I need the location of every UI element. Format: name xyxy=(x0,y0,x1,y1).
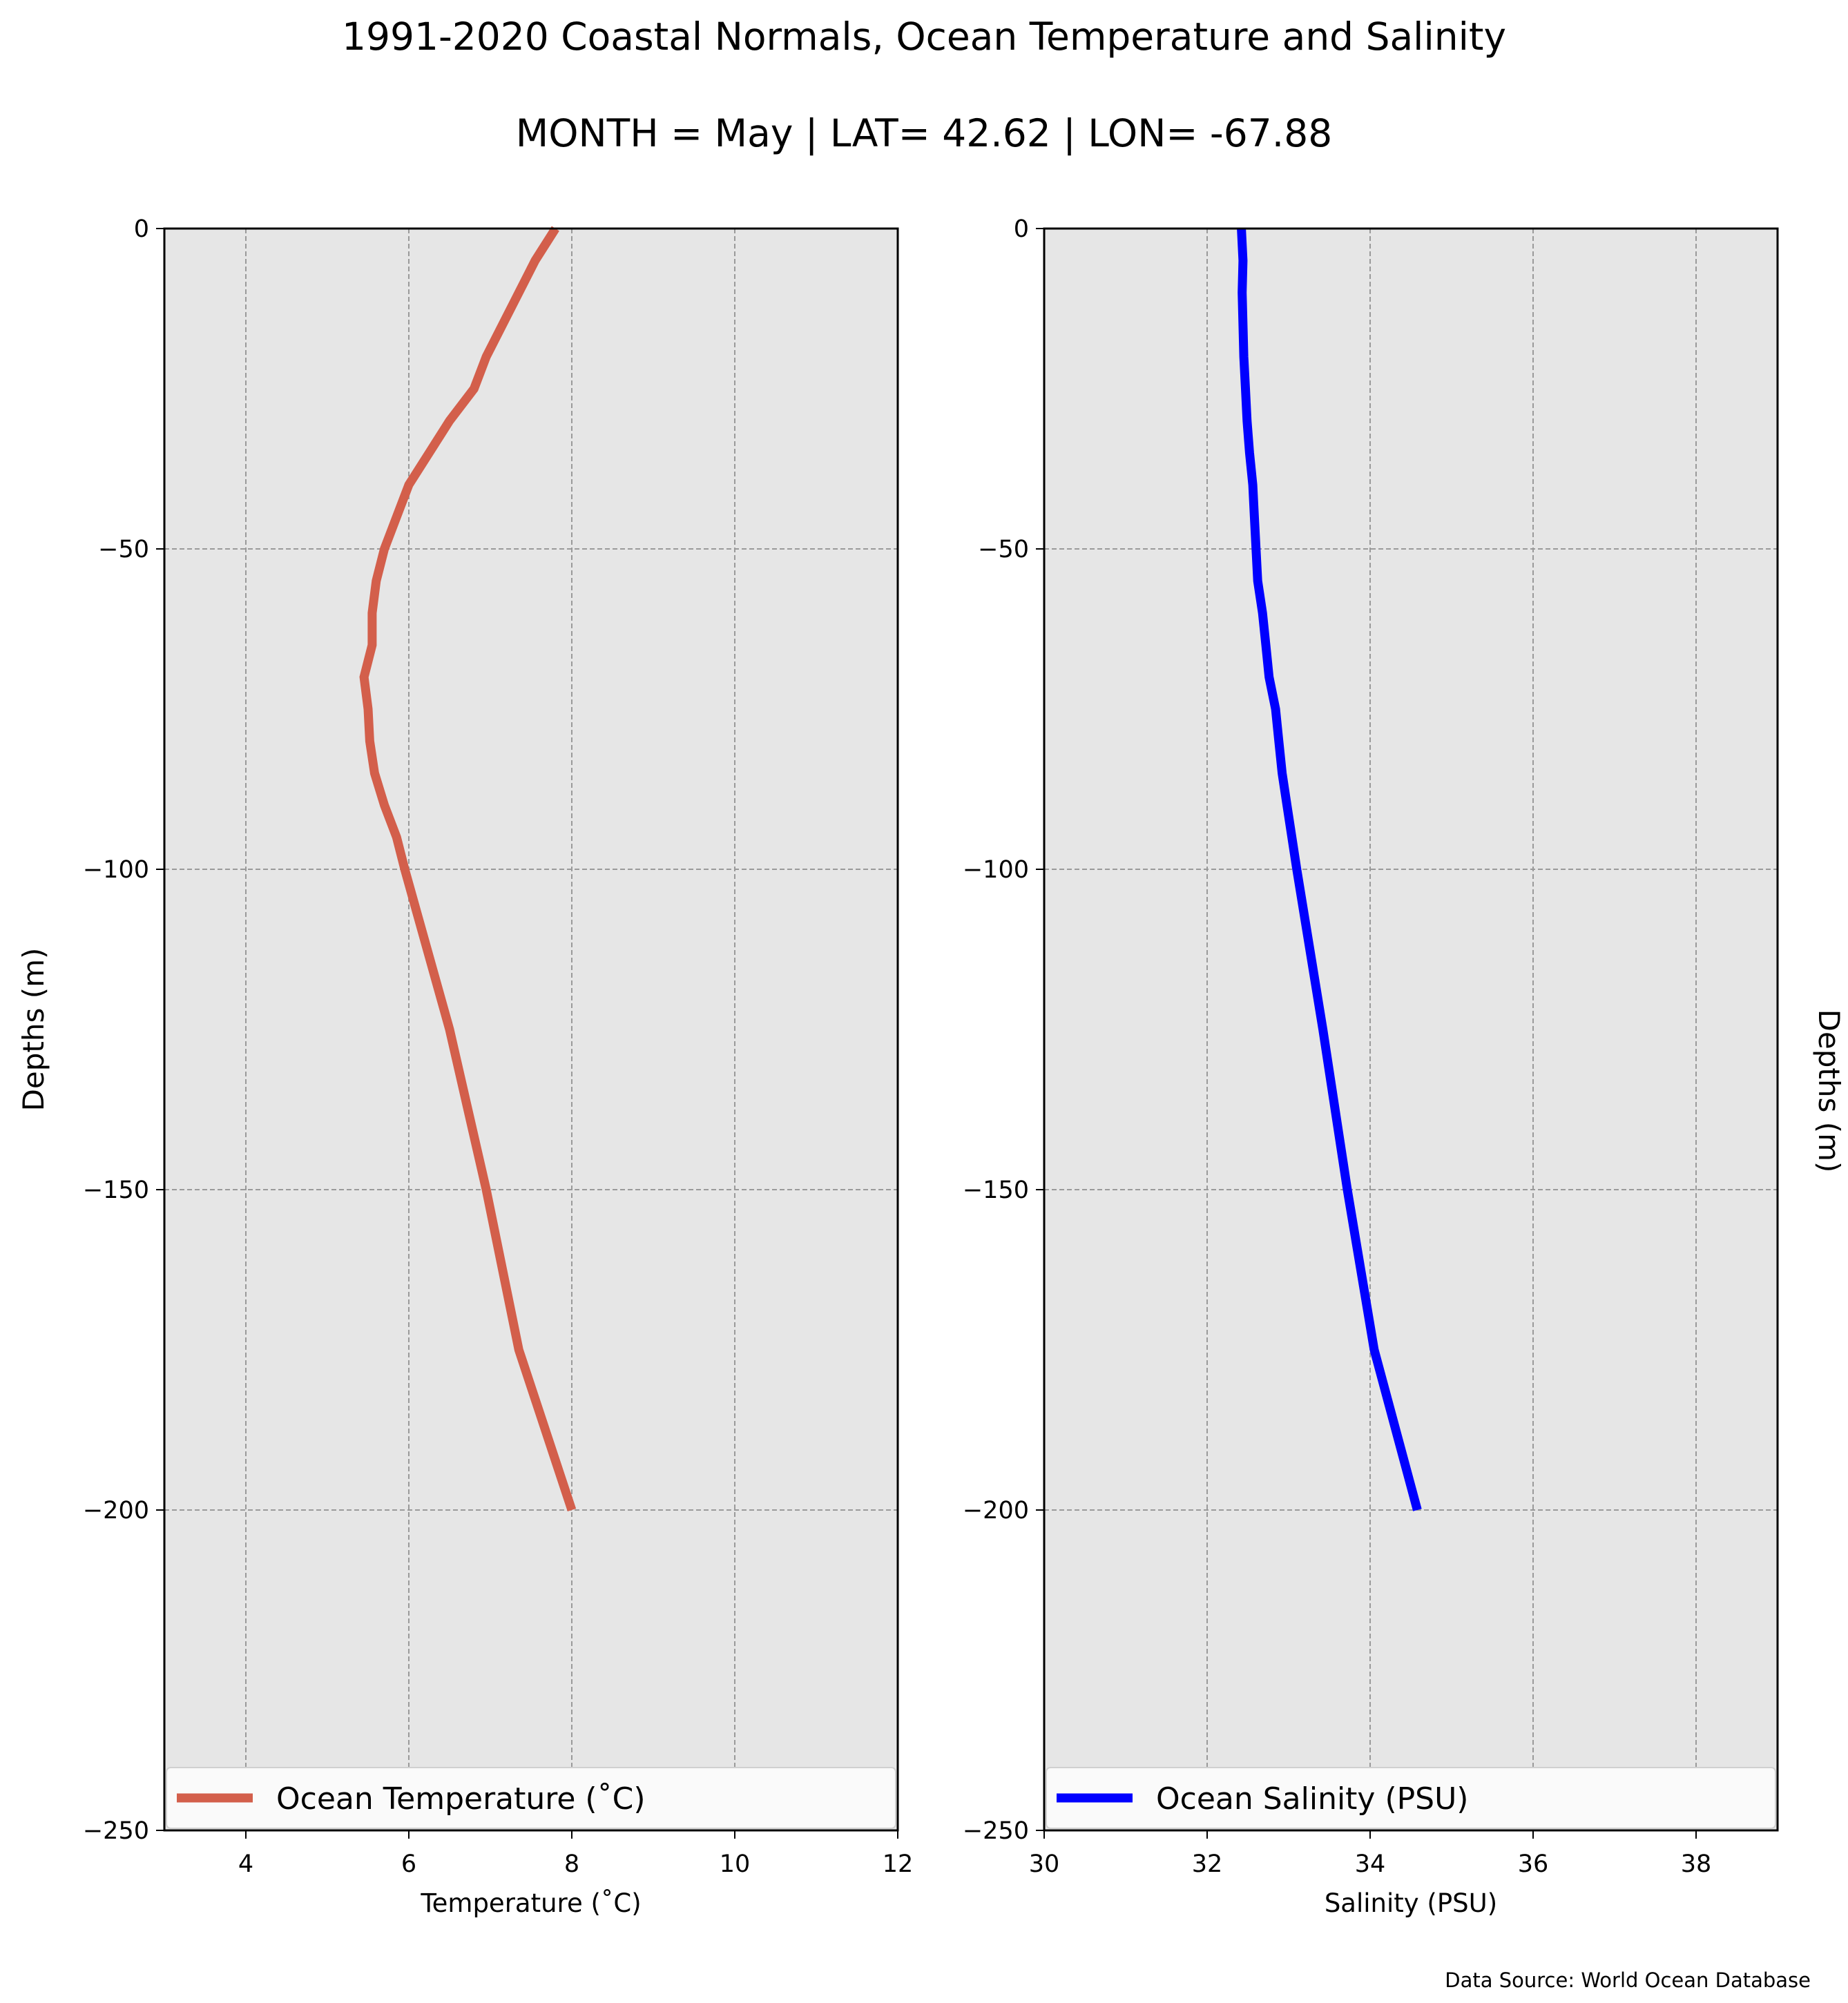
temperature-ytick-label: −250 xyxy=(83,1817,149,1845)
temperature-panel: Ocean Temperature (˚C) 4 6 8 10 12 0 −50 −100 −15… xyxy=(17,215,913,1918)
salinity-xtick-label: 32 xyxy=(1192,1850,1223,1878)
temperature-xtick-label: 10 xyxy=(720,1850,751,1878)
salinity-xtick-label: 38 xyxy=(1681,1850,1712,1878)
salinity-ytick-label: −200 xyxy=(963,1497,1029,1525)
salinity-series-line xyxy=(1237,228,1422,1511)
salinity-xtick-label: 30 xyxy=(1029,1850,1060,1878)
salinity-x-axis-label: Salinity (PSU) xyxy=(1325,1888,1497,1918)
temperature-xtick-label: 6 xyxy=(401,1850,416,1878)
temperature-xtick-label: 8 xyxy=(564,1850,579,1878)
data-source-note: Data Source: World Ocean Database xyxy=(1445,1968,1811,1992)
right-depth-axis-label: Depths (m) xyxy=(1812,1009,1846,1173)
salinity-legend-label: Ocean Salinity (PSU) xyxy=(1156,1781,1468,1817)
salinity-legend-box xyxy=(1046,1767,1776,1829)
salinity-plot-area xyxy=(1044,229,1778,1830)
salinity-ytick-label: −150 xyxy=(963,1177,1029,1204)
salinity-xtick-label: 36 xyxy=(1518,1850,1549,1878)
temperature-legend-label: Ocean Temperature (˚C) xyxy=(276,1781,646,1817)
left-depth-axis-label: Depths (m) xyxy=(17,948,50,1112)
temperature-axes-frame xyxy=(163,227,899,1832)
salinity-axes-frame xyxy=(1043,227,1779,1832)
salinity-ytick-label: −250 xyxy=(963,1817,1029,1845)
temperature-legend-box xyxy=(166,1767,896,1829)
temperature-x-axis-label: Temperature (˚C) xyxy=(420,1888,641,1918)
salinity-panel: Ocean Salinity (PSU) 30 32 34 36 38 0 −50 −100 −1… xyxy=(963,215,1779,1918)
temperature-ytick-label: −100 xyxy=(83,856,149,884)
salinity-xtick-label: 34 xyxy=(1355,1850,1386,1878)
temperature-ytick-label: −200 xyxy=(83,1497,149,1525)
temperature-series-line xyxy=(359,226,577,1512)
temperature-ytick-label: −50 xyxy=(98,536,149,563)
salinity-ytick-label: −50 xyxy=(978,536,1029,563)
temperature-xtick-label: 12 xyxy=(883,1850,914,1878)
figure-subtitle: MONTH = May | LAT= 42.62 | LON= -67.88 xyxy=(516,111,1332,156)
temperature-plot-area xyxy=(164,229,898,1830)
salinity-ytick-label: 0 xyxy=(1014,215,1029,243)
temperature-xtick-label: 4 xyxy=(238,1850,253,1878)
figure-title: 1991-2020 Coastal Normals, Ocean Tempera… xyxy=(342,14,1506,59)
salinity-ytick-label: −100 xyxy=(963,856,1029,884)
temperature-ytick-label: 0 xyxy=(134,215,149,243)
temperature-ytick-label: −150 xyxy=(83,1177,149,1204)
